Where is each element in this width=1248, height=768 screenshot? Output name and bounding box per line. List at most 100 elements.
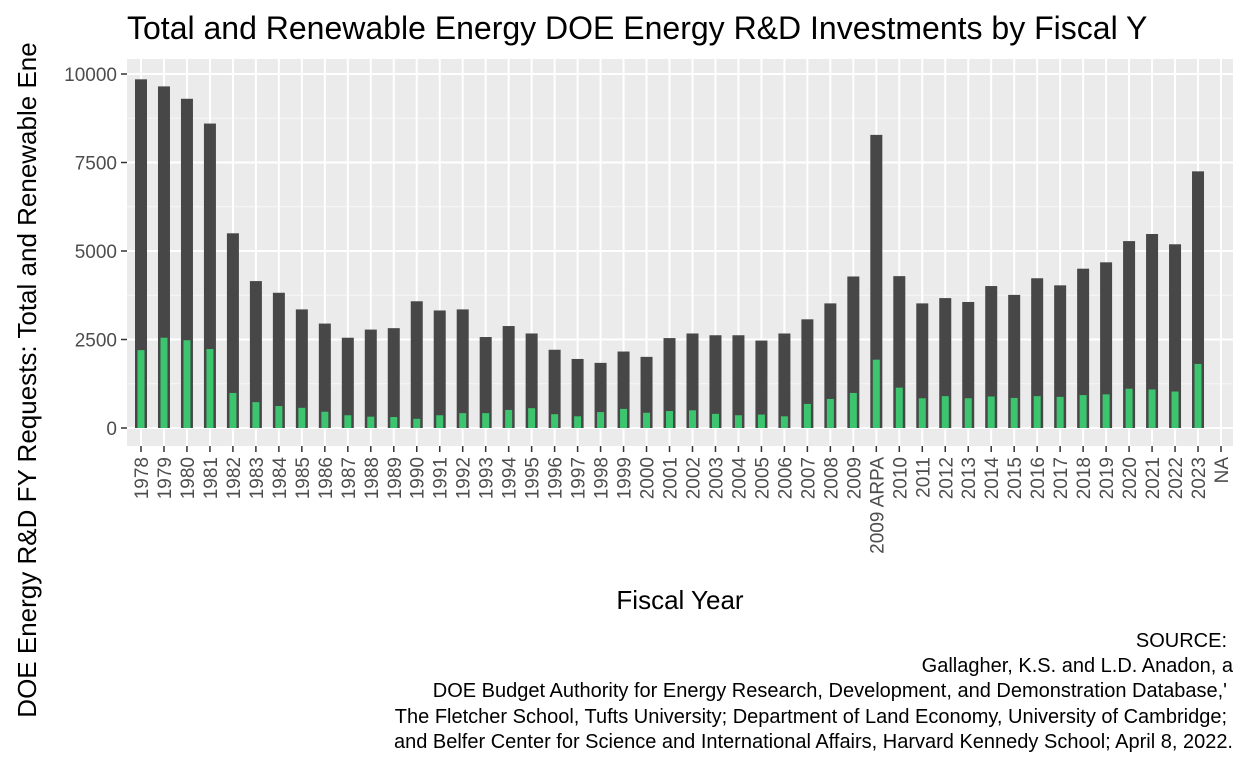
x-axis: 1978 1979 1980 1981 1982 1983 1984 1985 1986 1987… bbox=[132, 446, 1233, 554]
bar-renewable bbox=[987, 396, 995, 428]
bar-total bbox=[571, 358, 584, 428]
bar-renewable bbox=[1033, 396, 1041, 428]
bar-total bbox=[1146, 234, 1159, 428]
bar-renewable bbox=[757, 414, 765, 428]
bar-total bbox=[433, 310, 446, 428]
bar-renewable bbox=[229, 392, 237, 428]
bars bbox=[135, 79, 1205, 428]
y-axis-title: DOE Energy R&D FY Requests: Total and Re… bbox=[12, 42, 42, 717]
x-tick-label: 2005 bbox=[752, 457, 773, 499]
y-tick-label: 0 bbox=[106, 419, 117, 440]
x-tick-label: 1993 bbox=[477, 457, 498, 499]
x-tick-label: 1981 bbox=[201, 457, 222, 499]
bar-renewable bbox=[1079, 395, 1087, 428]
bar-total bbox=[249, 281, 262, 428]
bar-renewable bbox=[183, 340, 191, 428]
x-tick-label: 1991 bbox=[431, 457, 452, 499]
x-tick-label: 1980 bbox=[178, 457, 199, 499]
bar-total bbox=[686, 333, 699, 428]
bar-total bbox=[548, 349, 561, 428]
bar-renewable bbox=[390, 417, 398, 428]
x-tick-label: 2020 bbox=[1120, 457, 1141, 499]
x-tick-label: 2014 bbox=[982, 457, 1003, 500]
x-tick-label: 2016 bbox=[1028, 457, 1049, 499]
x-tick-label: 1997 bbox=[569, 457, 590, 499]
bar-renewable bbox=[620, 408, 628, 428]
x-tick-label: 1982 bbox=[224, 457, 245, 499]
x-axis-title: Fiscal Year bbox=[616, 585, 744, 615]
bar-total bbox=[663, 338, 676, 428]
bar-total bbox=[502, 326, 515, 428]
bar-renewable bbox=[321, 411, 329, 428]
x-tick-label: 2023 bbox=[1189, 457, 1210, 499]
bar-total bbox=[364, 329, 377, 428]
x-tick-label: 1985 bbox=[293, 457, 314, 499]
bar-renewable bbox=[941, 396, 949, 428]
plot-panel bbox=[127, 59, 1233, 446]
y-tick-label: 10000 bbox=[64, 65, 117, 86]
bar-renewable bbox=[964, 398, 972, 428]
x-tick-label: 2006 bbox=[775, 457, 796, 499]
bar-renewable bbox=[137, 350, 145, 428]
x-tick-label: 2012 bbox=[936, 457, 957, 499]
x-tick-label: 1990 bbox=[408, 457, 429, 499]
x-tick-label: 1983 bbox=[247, 457, 268, 499]
x-tick-label: 1979 bbox=[155, 457, 176, 499]
bar-renewable bbox=[551, 414, 559, 428]
bar-renewable bbox=[160, 337, 168, 428]
bar-total bbox=[1008, 294, 1021, 428]
x-tick-label: 2009 bbox=[844, 457, 865, 499]
caption-line-4: The Fletcher School, Tufts University; D… bbox=[395, 706, 1227, 728]
bar-total bbox=[801, 319, 814, 428]
x-tick-label: 2017 bbox=[1051, 457, 1072, 499]
caption-line-5: and Belfer Center for Science and Intern… bbox=[394, 731, 1233, 753]
bar-renewable bbox=[688, 410, 696, 428]
bar-total bbox=[295, 309, 308, 428]
bar-total bbox=[732, 335, 745, 428]
bar-total bbox=[1169, 244, 1182, 428]
x-tick-label: 1998 bbox=[592, 457, 613, 499]
bar-renewable bbox=[275, 406, 283, 428]
bar-renewable bbox=[872, 359, 880, 428]
bar-total bbox=[1054, 285, 1067, 428]
bar-renewable bbox=[597, 412, 605, 428]
x-tick-label: 1995 bbox=[523, 457, 544, 499]
bar-renewable bbox=[666, 411, 674, 428]
bar-renewable bbox=[505, 409, 513, 428]
y-axis: 0 2500 5000 7500 10000 bbox=[64, 65, 127, 440]
bar-renewable bbox=[803, 403, 811, 428]
x-tick-label: 2010 bbox=[890, 457, 911, 499]
bar-total bbox=[755, 340, 768, 428]
bar-total bbox=[1123, 241, 1136, 428]
bar-renewable bbox=[436, 415, 444, 428]
bar-renewable bbox=[459, 413, 467, 428]
bar-renewable bbox=[252, 402, 260, 428]
bar-renewable bbox=[918, 398, 926, 428]
bar-renewable bbox=[1056, 396, 1064, 428]
x-tick-label: 2008 bbox=[821, 457, 842, 499]
x-tick-label: 1989 bbox=[385, 457, 406, 499]
bar-total bbox=[1192, 171, 1205, 428]
bar-renewable bbox=[1194, 363, 1202, 428]
bar-renewable bbox=[711, 413, 719, 428]
bar-total bbox=[1100, 262, 1113, 428]
bar-total bbox=[778, 333, 791, 428]
bar-renewable bbox=[367, 416, 375, 428]
bar-total bbox=[916, 303, 929, 428]
bar-renewable bbox=[1010, 397, 1018, 428]
bar-renewable bbox=[1148, 389, 1156, 428]
bar-renewable bbox=[826, 398, 834, 428]
x-tick-label: 1984 bbox=[270, 457, 291, 500]
y-tick-label: 2500 bbox=[75, 331, 117, 352]
x-tick-label: 2013 bbox=[959, 457, 980, 499]
bar-renewable bbox=[849, 392, 857, 428]
x-tick-label: 1992 bbox=[454, 457, 475, 499]
x-tick-label: 2021 bbox=[1143, 457, 1164, 499]
x-tick-label: 1994 bbox=[500, 457, 521, 500]
x-tick-label: 1988 bbox=[362, 457, 383, 499]
caption-line-2: Gallagher, K.S. and L.D. Anadon, a bbox=[922, 655, 1234, 677]
bar-total bbox=[456, 309, 469, 428]
bar-renewable bbox=[1171, 391, 1179, 428]
bar-total bbox=[847, 276, 860, 428]
chart-title: Total and Renewable Energy DOE Energy R&… bbox=[127, 10, 1147, 46]
